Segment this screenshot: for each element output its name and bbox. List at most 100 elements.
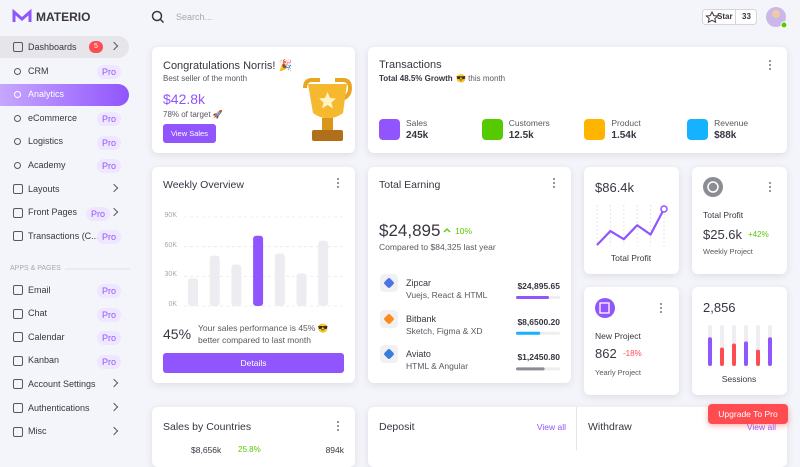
card-title: Withdraw [588, 421, 632, 433]
nav-icon [13, 42, 23, 52]
amount: $42.8k [163, 91, 206, 107]
countries-card [152, 407, 355, 467]
nav-icon [13, 426, 23, 437]
nav-item[interactable] [0, 83, 129, 106]
star-count: 33 [742, 12, 751, 21]
stat-title: New Project [595, 331, 641, 341]
company-sub: HTML & Angular [406, 361, 469, 372]
company-amount: $1,2450.80 [517, 352, 560, 363]
nav-label[interactable]: Layouts [28, 183, 60, 194]
note: Yearly Project [595, 368, 641, 377]
nav-bullet [14, 161, 21, 169]
earning-card [368, 167, 571, 383]
nav-label[interactable]: Transactions (C... [28, 230, 99, 241]
weekly-card [152, 167, 355, 383]
pro-badge: Pro [86, 206, 111, 221]
growth-note: 😎 this month [456, 74, 506, 83]
y-tick-label: 0K [168, 301, 177, 308]
stat-icon [687, 119, 709, 140]
stat-label: Sales [406, 118, 428, 128]
amount: $86.4k [595, 180, 635, 195]
nav-label[interactable]: Authentications [28, 402, 90, 413]
company-name: Bitbank [406, 313, 437, 324]
compare: Compared to $84,325 last year [379, 242, 496, 252]
nav-icon [13, 184, 23, 194]
percent: 45% [163, 326, 192, 342]
stat-icon [584, 119, 606, 140]
pro-badge: Pro [97, 284, 122, 298]
change: +42% [748, 230, 769, 239]
target-text: 78% of target 🚀 [163, 110, 223, 119]
stat-label: Customers [508, 118, 550, 128]
stat-icon [481, 119, 503, 140]
nav-label[interactable]: Dashboards [28, 41, 77, 52]
pro-badge: Pro [97, 112, 122, 127]
search-icon [159, 18, 165, 24]
stat-value: 1.54k [611, 130, 637, 141]
pro-badge: Pro [97, 159, 122, 174]
nav-label[interactable]: eCommerce [28, 112, 78, 123]
transactions-card [368, 47, 787, 153]
nav-label[interactable]: Chat [28, 308, 48, 319]
dashboard-page: {"topbar":{"brand":"MATERIO","search":"S… [0, 7, 788, 467]
change: 10% [455, 226, 473, 236]
avatar-face [772, 10, 780, 18]
pro-badge: Pro [97, 135, 122, 150]
value: 862 [595, 346, 617, 361]
pro-badge: Pro [97, 354, 122, 369]
divider [576, 407, 577, 450]
performance-text: Your sales performance is 45% 😎 better c… [198, 323, 329, 345]
company-sub: Sketch, Figma & XD [406, 325, 483, 336]
view-sales-button[interactable]: View Sales [163, 124, 216, 143]
details-button[interactable]: Details [163, 353, 344, 373]
nav-label[interactable]: Calendar [28, 331, 65, 342]
search-input[interactable]: Search... [176, 12, 213, 22]
avatar [766, 7, 786, 27]
upgrade-button[interactable]: Upgrade To Pro [708, 404, 788, 424]
nav-label[interactable]: Email [28, 284, 51, 295]
nav-label[interactable]: CRM [28, 65, 49, 76]
section-title: APPS & PAGES [10, 265, 65, 272]
company-name: Zipcar [406, 278, 432, 288]
pro-badge: Pro [97, 65, 122, 79]
card-title: Weekly Overview [163, 179, 244, 191]
company-amount: $8,6500.20 [517, 316, 560, 327]
country-amount: $8,656k [191, 445, 222, 455]
nav-icon [13, 403, 23, 413]
stat-label: Revenue [714, 118, 749, 128]
card-subtitle: Best seller of the month [163, 74, 248, 83]
view-all-link[interactable]: View all [536, 422, 566, 432]
y-tick-label: 30K [164, 271, 177, 279]
country-sales: 894k [325, 445, 344, 455]
stat-value: 12.5k [508, 130, 534, 141]
nav-label[interactable]: Misc [28, 426, 47, 437]
nav-label[interactable]: Front Pages [28, 207, 78, 218]
amount: $24,895 [379, 221, 441, 240]
pro-badge: Pro [97, 307, 122, 322]
nav-label[interactable]: Academy [28, 159, 66, 170]
star-label[interactable]: Star [717, 12, 733, 21]
company-name: Aviato [406, 349, 431, 360]
note: Weekly Project [703, 247, 753, 256]
nav-icon [13, 355, 23, 366]
change: -18% [623, 349, 642, 358]
nav-label[interactable]: Kanban [28, 355, 60, 366]
pro-badge: Pro [97, 230, 122, 245]
pro-badge: Pro [97, 331, 122, 346]
chart-label: Sessions [721, 374, 757, 384]
company-amount: $24,895.65 [517, 281, 560, 291]
nav-icon [13, 231, 23, 242]
view-all-link[interactable]: View all [746, 422, 776, 432]
stat-icon [379, 119, 400, 140]
nav-label[interactable]: Analytics [28, 89, 65, 100]
value: 2,856 [703, 300, 736, 315]
chart-label: Total Profit [610, 253, 652, 263]
nav-icon [13, 207, 23, 218]
nav-label[interactable]: Logistics [28, 136, 64, 147]
nav-bullet [14, 138, 21, 146]
stat-label: Product [611, 118, 641, 128]
search-icon [151, 10, 163, 22]
profit-stats-card [692, 167, 787, 274]
nav-label[interactable]: Account Settings [28, 378, 96, 389]
nav-bullet [14, 91, 21, 99]
